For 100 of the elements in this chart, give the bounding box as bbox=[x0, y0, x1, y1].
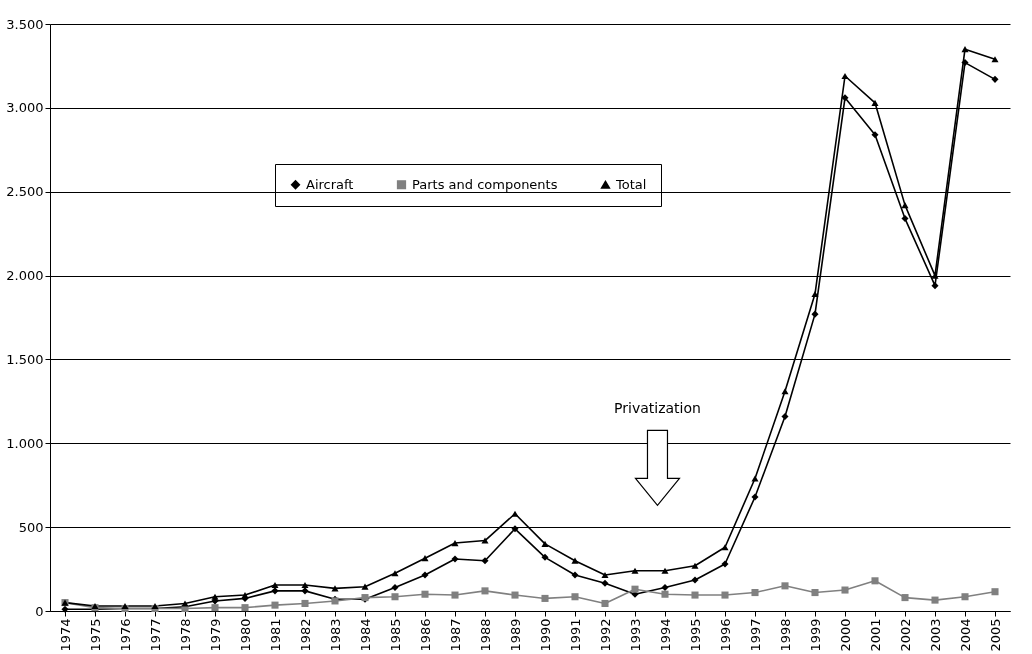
annotation: Privatization bbox=[614, 400, 701, 417]
x-tick-label: 1992 bbox=[597, 618, 613, 652]
point bbox=[931, 282, 939, 290]
x-tick-label: 1995 bbox=[687, 618, 703, 652]
x-tick-label: 1989 bbox=[507, 618, 523, 652]
y-tick-label: 500 bbox=[18, 519, 44, 535]
point bbox=[661, 590, 669, 598]
y-tick-label: 3.500 bbox=[6, 16, 44, 32]
x-tick-label: 2004 bbox=[957, 618, 973, 652]
point bbox=[451, 540, 459, 547]
x-tick-label: 1993 bbox=[627, 618, 643, 652]
point bbox=[961, 46, 969, 53]
point bbox=[601, 599, 609, 607]
point bbox=[421, 590, 429, 598]
point bbox=[781, 412, 789, 420]
point bbox=[781, 582, 789, 590]
x-tick-label: 2000 bbox=[837, 618, 853, 652]
point bbox=[751, 589, 759, 597]
y-tick-label: 1.000 bbox=[6, 435, 44, 451]
point bbox=[901, 594, 909, 602]
x-tick-label: 1978 bbox=[177, 618, 193, 652]
x-tick-label: 1985 bbox=[387, 618, 403, 652]
point bbox=[271, 581, 279, 589]
legend-label: Total bbox=[615, 176, 647, 192]
x-tick-label: 1975 bbox=[87, 618, 103, 652]
point bbox=[511, 510, 519, 517]
point bbox=[691, 562, 699, 569]
point bbox=[541, 553, 549, 561]
x-tick-label: 2003 bbox=[927, 618, 943, 652]
point bbox=[241, 604, 249, 612]
x-tick-label: 1999 bbox=[807, 618, 823, 652]
point bbox=[841, 72, 849, 80]
point bbox=[301, 581, 309, 589]
x-tick-label: 1983 bbox=[327, 618, 343, 652]
point bbox=[481, 587, 489, 595]
point bbox=[481, 537, 489, 544]
point bbox=[991, 75, 999, 83]
point bbox=[511, 525, 519, 533]
point bbox=[721, 560, 729, 568]
x-tick-label: 1994 bbox=[657, 618, 673, 652]
point bbox=[661, 567, 669, 574]
x-tick-label: 2002 bbox=[897, 618, 913, 652]
y-tick-label: 1.500 bbox=[6, 351, 44, 367]
legend-label: Parts and components bbox=[412, 176, 558, 192]
x-tick-label: 1986 bbox=[417, 618, 433, 652]
point bbox=[871, 131, 879, 139]
point bbox=[421, 555, 429, 562]
point bbox=[901, 202, 909, 209]
point bbox=[841, 94, 849, 102]
point bbox=[811, 310, 819, 318]
point bbox=[961, 593, 969, 601]
point bbox=[181, 600, 189, 607]
y-tick-label: 0 bbox=[35, 603, 44, 619]
point bbox=[601, 579, 609, 587]
y-tick-label: 2.500 bbox=[6, 184, 44, 200]
x-tick-label: 1976 bbox=[117, 618, 133, 652]
point bbox=[661, 583, 669, 592]
point bbox=[751, 493, 759, 501]
point bbox=[961, 59, 969, 67]
x-tick-label: 1981 bbox=[267, 618, 283, 652]
point bbox=[211, 593, 219, 600]
point bbox=[871, 577, 879, 585]
point bbox=[631, 585, 639, 593]
x-tick-label: 1977 bbox=[147, 618, 163, 652]
point bbox=[841, 586, 849, 594]
x-tick-label: 1988 bbox=[477, 618, 493, 652]
y-tick-label: 2.000 bbox=[6, 268, 44, 284]
point bbox=[481, 557, 489, 565]
y-tick-label: 3.000 bbox=[6, 100, 44, 116]
point bbox=[571, 593, 579, 601]
point bbox=[451, 591, 459, 599]
x-tick-label: 1996 bbox=[717, 618, 733, 652]
x-tick-label: 1982 bbox=[297, 618, 313, 652]
point bbox=[541, 540, 549, 547]
x-tick-label: 1974 bbox=[57, 618, 73, 652]
x-tick-label: 1984 bbox=[357, 618, 373, 652]
point bbox=[271, 587, 279, 595]
x-tick-label: 1979 bbox=[207, 618, 223, 652]
point bbox=[571, 557, 579, 564]
point bbox=[931, 596, 939, 604]
point bbox=[751, 475, 759, 482]
point bbox=[601, 571, 609, 578]
x-tick-label: 1987 bbox=[447, 618, 463, 652]
point bbox=[61, 605, 69, 613]
point bbox=[451, 555, 459, 563]
point bbox=[421, 571, 429, 579]
x-tick-label: 1998 bbox=[777, 618, 793, 652]
point bbox=[211, 604, 219, 612]
point bbox=[391, 583, 399, 592]
point bbox=[721, 591, 729, 599]
point bbox=[631, 567, 639, 574]
point bbox=[541, 594, 549, 602]
point bbox=[871, 99, 879, 106]
point bbox=[811, 290, 819, 298]
point bbox=[901, 215, 909, 223]
point bbox=[301, 599, 309, 607]
point bbox=[691, 591, 699, 599]
x-tick-label: 1997 bbox=[747, 618, 763, 652]
point bbox=[991, 588, 999, 596]
point bbox=[391, 593, 399, 601]
